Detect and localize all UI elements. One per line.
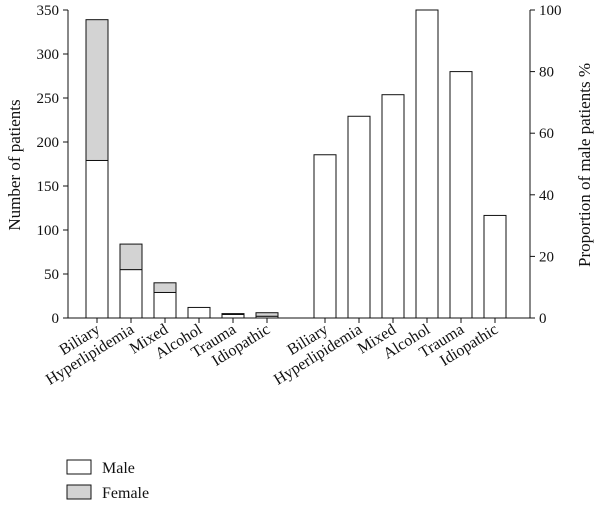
y-tick-label-left: 150 — [37, 179, 60, 195]
legend-swatch-male — [66, 459, 92, 475]
bar-female-idiopathic — [255, 312, 279, 317]
legend: Male Female — [66, 459, 149, 502]
bar-proportion-biliary — [313, 154, 337, 319]
bar-proportion-idiopathic — [483, 214, 507, 319]
bar-female-trauma — [221, 313, 245, 315]
legend-label-female: Female — [102, 485, 149, 502]
bar-male-hyperlipidemia — [119, 269, 143, 319]
bar-proportion-alcohol — [415, 9, 439, 319]
y-tick-label-left: 100 — [37, 223, 60, 239]
bar-male-trauma — [221, 313, 245, 319]
bar-female-mixed — [153, 282, 177, 293]
bar-proportion-trauma — [449, 71, 473, 319]
bar-female-biliary — [85, 19, 109, 161]
y-tick-label-right: 20 — [539, 249, 554, 265]
bar-proportion-mixed — [381, 94, 405, 319]
bar-proportion-hyperlipidemia — [347, 115, 371, 319]
y-tick-label-right: 100 — [539, 3, 562, 19]
bars — [85, 9, 507, 319]
y-tick-label-left: 350 — [37, 3, 60, 19]
y-tick-label-left: 200 — [37, 135, 60, 151]
y-tick-label-left: 50 — [44, 267, 59, 283]
bar-male-mixed — [153, 291, 177, 319]
y-tick-label-right: 80 — [539, 65, 554, 81]
y-tick-label-right: 60 — [539, 126, 554, 142]
axes: 0 50 100 150 200 250 300 350 0 20 40 60 80 100 — [37, 3, 562, 327]
y-tick-label-left: 0 — [52, 311, 60, 327]
bar-male-alcohol — [187, 306, 211, 319]
category-labels: BiliaryHyperlipidemiaMixedAlcoholTraumaI… — [43, 321, 501, 389]
bar-male-biliary — [85, 159, 109, 319]
y-tick-label-right: 40 — [539, 188, 554, 204]
legend-label-male: Male — [102, 460, 135, 477]
y-axis-left-title: Number of patients — [5, 99, 24, 230]
legend-swatch-female — [66, 484, 92, 500]
y-axis-right-title: Proportion of male patients % — [575, 63, 594, 267]
bar-female-hyperlipidemia — [119, 243, 143, 271]
y-tick-label-left: 300 — [37, 47, 60, 63]
y-tick-label-right: 0 — [539, 311, 547, 327]
y-tick-label-left: 250 — [37, 91, 60, 107]
